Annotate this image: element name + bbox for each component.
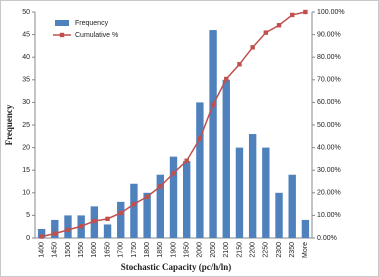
line-marker [276,23,282,28]
x-tick-label: 1700 [118,242,125,258]
legend-swatch [59,32,65,38]
legend-swatch [55,20,69,26]
y-tick-label: 45 [22,31,30,38]
line-marker [52,231,57,236]
bar [301,219,310,238]
bar [130,183,138,238]
bar [169,156,178,238]
y-tick-label: 35 [22,77,30,84]
line-marker [197,136,203,141]
bar [143,192,151,238]
y2-tick-label: 60.00% [317,99,341,106]
line-marker [105,216,110,222]
y-tick-label: 15 [22,167,30,174]
line-marker [171,171,176,176]
bar [222,79,230,238]
bar [196,102,204,239]
y-tick-label: 50 [22,9,30,16]
line-marker [65,227,71,233]
y2-tick-label: 90.00% [317,31,341,38]
bar [182,161,191,238]
bar [51,219,59,238]
y-tick-label: 5 [26,212,30,219]
x-tick-label: 1450 [52,242,59,258]
line-marker [250,45,255,50]
y-tick-label: 20 [22,144,30,151]
x-tick-label: 1650 [104,242,111,258]
x-tick-label: 2050 [210,242,217,258]
line-marker [78,224,84,229]
x-tick-label: 1550 [78,242,85,258]
x-axis-title: Stochastic Capacity (pc/h/ln) [121,262,232,272]
x-tick-label: 2350 [289,242,296,258]
x-tick-label: 1750 [131,242,138,258]
x-tick-label: 1400 [38,242,45,258]
y-tick-label: 40 [22,54,30,61]
y2-tick-label: 10.00% [317,212,341,219]
y2-tick-label: 80.00% [317,54,341,61]
x-tick-label: More [302,242,309,258]
x-tick-label: 2200 [249,242,256,258]
line-marker [184,158,189,163]
x-tick-label: 1500 [65,242,72,258]
x-tick-label: 2250 [263,242,270,258]
y2-tick-label: 30.00% [317,167,341,174]
legend-label: Cumulative % [75,32,118,39]
line-marker [263,30,269,35]
y2-tick-label: 100.00% [317,9,345,16]
bar [275,192,283,238]
legend-label: Frequency [75,20,109,27]
x-tick-label: 2300 [276,242,283,258]
line-marker [39,234,44,239]
bar [64,215,72,238]
x-tick-label: 2150 [236,242,243,258]
bar [209,30,217,238]
line-marker [144,194,150,199]
line-marker [118,210,123,216]
x-tick-label: 1600 [91,242,98,258]
line-marker [290,12,295,18]
y-axis-title: Frequency [4,104,14,145]
x-tick-label: 1900 [170,242,177,258]
y2-tick-label: 40.00% [317,144,341,151]
line-marker [237,62,242,67]
bar [117,201,125,238]
y-tick-label: 30 [22,99,30,106]
y-tick-label: 25 [22,122,30,129]
x-tick-label: 1800 [144,242,151,258]
x-tick-label: 1850 [157,242,164,258]
line-marker [131,201,137,207]
bar [37,228,46,238]
x-tick-label: 2000 [197,242,204,258]
line-marker [303,9,308,15]
bar [248,134,257,238]
y2-tick-label: 0.00% [317,235,337,242]
bar [288,174,296,238]
bar [156,174,165,238]
y2-tick-label: 20.00% [317,190,341,197]
line-marker [224,76,229,82]
line-marker [158,184,163,189]
y2-tick-label: 50.00% [317,122,341,129]
bar [262,147,270,238]
y-tick-label: 0 [26,235,30,242]
x-tick-label: 2100 [223,242,230,258]
bar [235,147,244,238]
y-tick-label: 10 [22,190,30,197]
bar [103,224,112,238]
y2-tick-label: 70.00% [317,77,341,84]
line-marker [210,102,216,107]
x-tick-label: 1950 [184,242,191,258]
line-marker [92,218,97,224]
